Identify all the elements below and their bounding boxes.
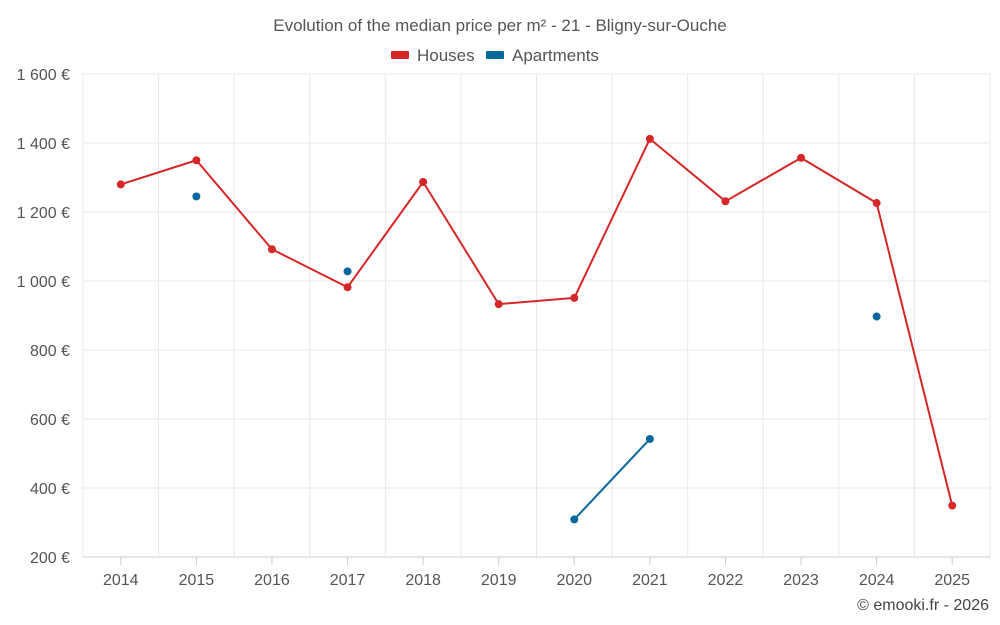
series-apartments (192, 192, 881, 524)
x-tick-label: 2017 (330, 572, 366, 589)
chart-title: Evolution of the median price per m² - 2… (273, 16, 727, 35)
legend-item-apartments[interactable]: Apartments (486, 46, 599, 65)
x-tick-label: 2025 (934, 572, 970, 589)
data-point-houses-2022[interactable] (721, 197, 730, 206)
x-tick-label: 2019 (481, 572, 517, 589)
y-tick-label: 400 € (30, 481, 70, 498)
legend-swatch-apartments (486, 51, 504, 59)
grid-y (83, 73, 990, 489)
series-line-apartments (573, 438, 651, 521)
legend-swatch-houses (391, 51, 409, 59)
y-tick-label: 1 600 € (17, 67, 70, 84)
series-houses (116, 134, 957, 510)
data-point-houses-2023[interactable] (797, 153, 806, 162)
data-point-apartments-2024[interactable] (872, 312, 881, 321)
x-tick-label: 2022 (708, 572, 744, 589)
data-point-houses-2016[interactable] (267, 245, 276, 254)
credit: © emooki.fr - 2026 (857, 597, 989, 614)
data-point-houses-2021[interactable] (645, 134, 654, 143)
y-tick-label: 1 400 € (17, 136, 70, 153)
data-point-houses-2018[interactable] (419, 177, 428, 186)
data-point-houses-2019[interactable] (494, 300, 503, 309)
x-tick-label: 2023 (783, 572, 819, 589)
y-tick-label: 200 € (30, 550, 70, 567)
x-tick-label: 2020 (556, 572, 592, 589)
data-point-houses-2024[interactable] (872, 199, 881, 208)
x-axis: 2014 2015 2016 2017 2018 2019 2020 2021 2022 2023… (103, 557, 970, 589)
x-tick-label: 2021 (632, 572, 668, 589)
y-tick-label: 800 € (30, 343, 70, 360)
x-tick-label: 2018 (405, 572, 441, 589)
data-point-houses-2025[interactable] (948, 501, 957, 510)
legend-item-houses[interactable]: Houses (391, 46, 475, 65)
grid-x (82, 74, 991, 557)
series-layer (116, 134, 957, 524)
legend-label-houses: Houses (417, 46, 475, 65)
data-point-apartments-2021[interactable] (645, 435, 654, 444)
y-tick-label: 600 € (30, 412, 70, 429)
data-point-houses-2014[interactable] (116, 180, 125, 189)
x-tick-label: 2024 (859, 572, 895, 589)
series-line-houses (120, 137, 954, 506)
x-tick-label: 2016 (254, 572, 290, 589)
x-tick-label: 2014 (103, 572, 139, 589)
data-point-houses-2020[interactable] (570, 293, 579, 302)
legend-label-apartments: Apartments (512, 46, 599, 65)
y-tick-label: 1 200 € (17, 205, 70, 222)
y-tick-label: 1 000 € (17, 274, 70, 291)
data-point-apartments-2017[interactable] (343, 267, 352, 276)
y-axis: 200 € 400 € 600 € 800 € 1 000 € 1 200 € 1 400 … (17, 67, 70, 567)
data-point-houses-2015[interactable] (192, 156, 201, 165)
legend: Houses Apartments (391, 46, 599, 65)
data-point-houses-2017[interactable] (343, 283, 352, 292)
data-point-apartments-2020[interactable] (570, 515, 579, 524)
x-tick-label: 2015 (179, 572, 215, 589)
data-point-apartments-2015[interactable] (192, 192, 201, 201)
